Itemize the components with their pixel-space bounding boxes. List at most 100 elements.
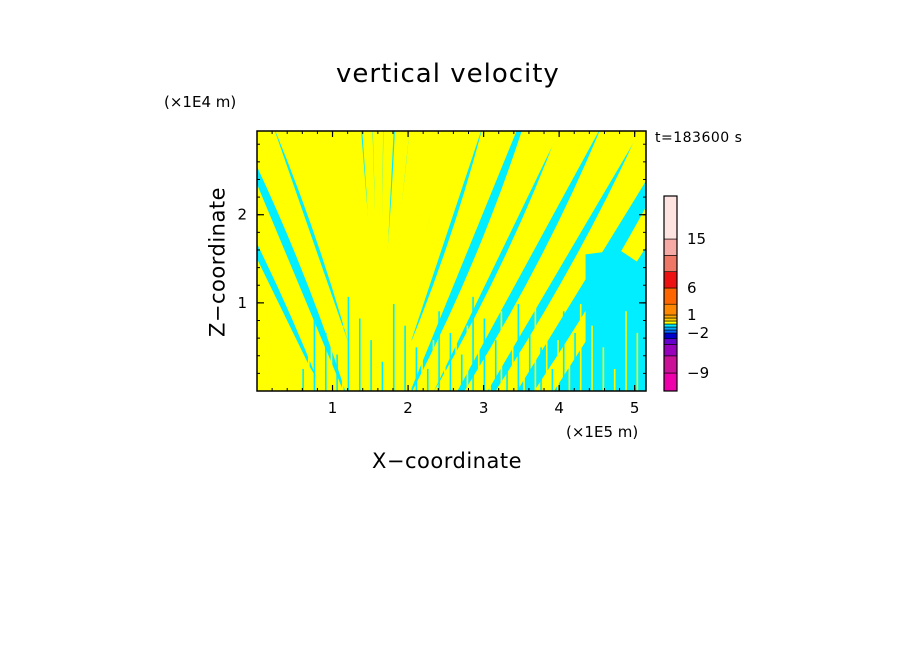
convective-streak (619, 340, 622, 391)
colorbar-tick-label: −2 (687, 324, 709, 342)
convective-streak (625, 311, 627, 391)
colorbar-band (663, 314, 678, 319)
updraft-band (370, 131, 452, 391)
updraft-band (412, 131, 560, 391)
convective-streak (415, 347, 418, 391)
convective-streak (341, 325, 344, 391)
colorbar-band (663, 332, 678, 340)
colorbar-band (663, 320, 678, 325)
colorbar-frame (663, 195, 678, 392)
convective-streak (540, 347, 542, 391)
x-axis-title: X−coordinate (372, 449, 522, 473)
colorbar-band (663, 271, 678, 289)
x-tick-label: 1 (328, 399, 338, 417)
colorbar-tick-label: −9 (687, 364, 709, 382)
convective-streak (630, 361, 633, 391)
plot-frame (256, 130, 647, 392)
convective-streak (472, 296, 474, 391)
x-tick-label: 2 (403, 399, 413, 417)
colorbar-band (663, 287, 678, 305)
convective-streak (319, 361, 321, 391)
colorbar-band (663, 326, 678, 331)
x-tick-label: 4 (554, 399, 564, 417)
convective-streak (307, 340, 310, 391)
updraft-band (257, 131, 366, 391)
convective-streak (489, 368, 491, 391)
convective-streak (585, 354, 588, 391)
colorbar-band (663, 355, 678, 374)
convective-streak (421, 318, 423, 391)
convective-streak (517, 304, 520, 391)
convective-streak (500, 311, 503, 391)
convective-streak (506, 361, 508, 391)
colorbar-band (663, 255, 678, 272)
convective-streak (426, 368, 429, 391)
convective-streak (602, 347, 605, 391)
convective-streak (636, 332, 639, 391)
convective-streak (358, 318, 361, 391)
updraft-band (464, 131, 641, 391)
colorbar-band (663, 195, 678, 240)
time-label: t=183600 s (655, 130, 743, 146)
x-axis-unit: (×1E5 m) (566, 423, 639, 441)
colorbar-band (663, 344, 678, 357)
convective-streak (364, 368, 367, 391)
colorbar: 15 6 1−2 −9 (663, 195, 709, 392)
convective-streak (455, 304, 457, 391)
convective-streak (353, 347, 355, 391)
convective-streak (460, 354, 463, 391)
convective-streak (534, 296, 537, 391)
convective-streak (528, 325, 531, 391)
updraft-band (495, 131, 646, 391)
convective-streak (336, 354, 338, 391)
convective-streak (398, 354, 401, 391)
convective-streak (523, 354, 525, 391)
convective-streak (432, 340, 435, 391)
convective-streak (443, 361, 446, 391)
convective-streak (409, 296, 412, 391)
convective-streak (370, 340, 372, 391)
convective-streak (466, 325, 469, 391)
y-axis-unit: (×1E4 m) (164, 93, 237, 111)
convective-streak (324, 332, 327, 391)
colorbar-tick-label: 1 (687, 306, 697, 324)
velocity-field (257, 131, 646, 391)
convective-streak (302, 368, 304, 391)
convective-streak (449, 332, 452, 391)
convective-streak (347, 296, 350, 391)
updraft-band (376, 131, 482, 391)
convective-streak (511, 332, 514, 391)
x-axis-ticks: 1 2 3 4 5 (271, 131, 640, 417)
convective-streak (392, 304, 395, 391)
convective-streak (477, 347, 480, 391)
colorbar-band (663, 338, 678, 345)
colorbar-band (663, 303, 678, 316)
convective-streak (608, 318, 610, 391)
colorbar-band (663, 323, 678, 328)
updraft-band (434, 131, 599, 391)
updraft-region (257, 276, 325, 391)
convective-streak (613, 368, 616, 391)
convective-streak (562, 311, 565, 391)
convective-streak (579, 304, 582, 391)
chart-title: vertical velocity (336, 59, 560, 89)
convective-streak (574, 332, 576, 391)
convective-streak (387, 332, 389, 391)
colorbar-tick-label: 15 (687, 230, 706, 248)
updraft-band (275, 131, 380, 391)
convective-streak (494, 340, 497, 391)
colorbar-band (663, 317, 678, 322)
downdraft-region (585, 249, 646, 391)
convective-streak (375, 311, 378, 391)
x-tick-label: 5 (630, 399, 640, 417)
colorbar-tick-label: 6 (687, 279, 697, 297)
convective-streak (545, 318, 548, 391)
convective-streak (438, 311, 440, 391)
updraft-band (374, 131, 394, 391)
y-tick-label: 1 (237, 294, 247, 312)
updraft-band (373, 131, 410, 391)
convective-streak (483, 318, 486, 391)
convective-streak (330, 304, 333, 391)
convective-streak (551, 368, 554, 391)
